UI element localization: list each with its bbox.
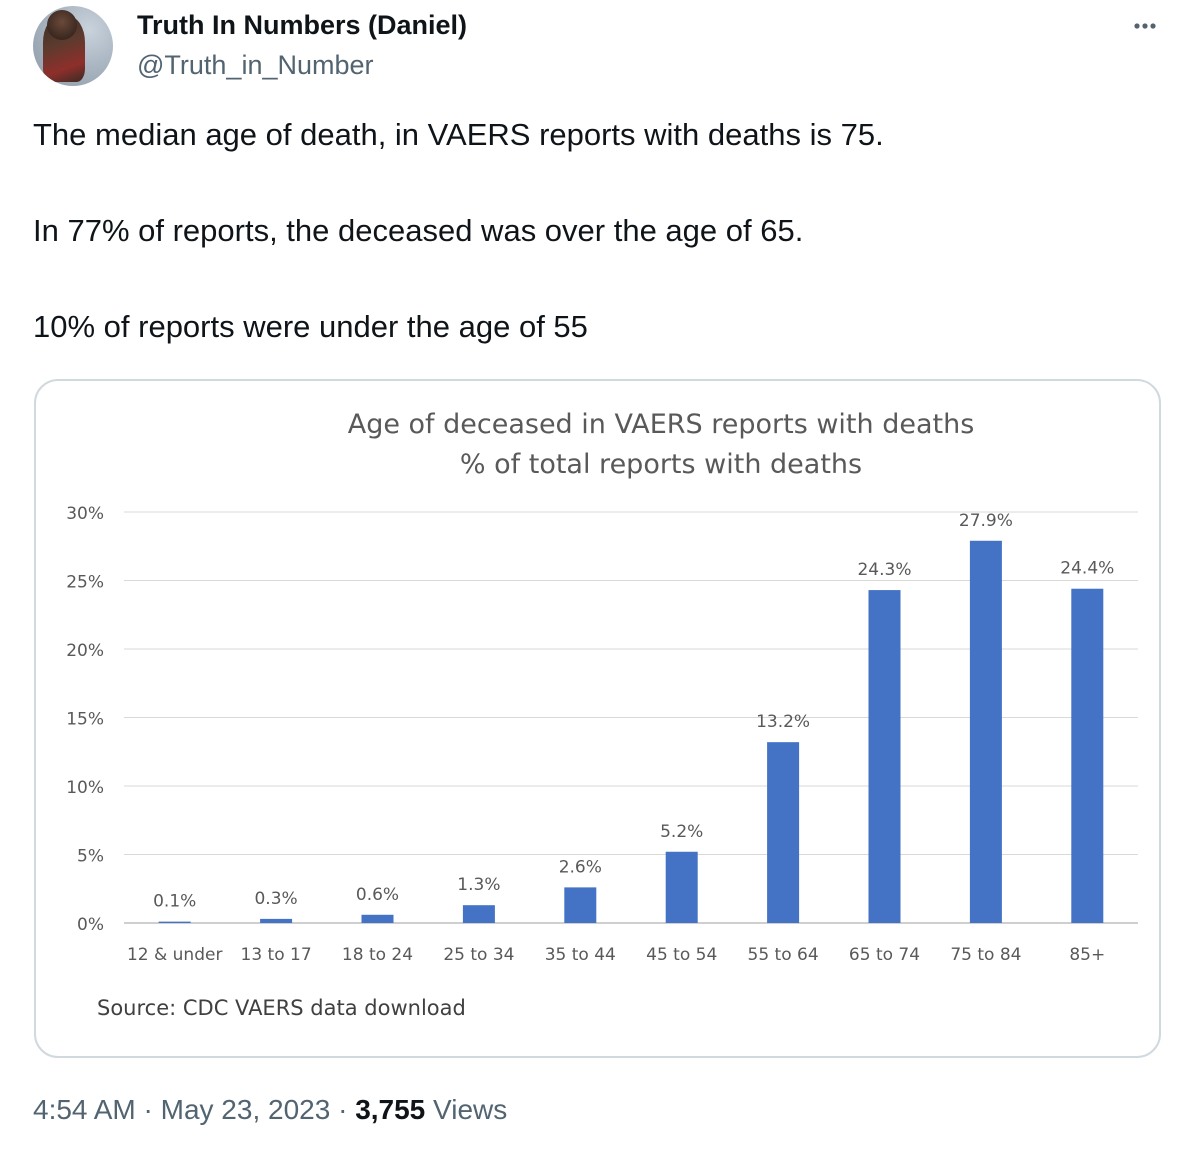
chart-subtitle: % of total reports with deaths (460, 449, 862, 480)
y-tick-label: 25% (66, 573, 104, 593)
chart-image-card[interactable]: Age of deceased in VAERS reports with de… (34, 379, 1161, 1058)
data-label: 0.3% (254, 889, 297, 909)
bar (361, 914, 394, 923)
author-handle[interactable]: @Truth_in_Number (137, 50, 374, 80)
chart-source: Source: CDC VAERS data download (97, 996, 466, 1020)
bar (767, 742, 800, 923)
y-tick-label: 5% (77, 847, 104, 867)
x-tick-label: 55 to 64 (748, 945, 819, 965)
data-label: 2.6% (559, 857, 602, 877)
author-display-name[interactable]: Truth In Numbers (Daniel) (137, 10, 468, 40)
x-tick-label: 85+ (1069, 945, 1105, 965)
data-label: 0.6% (356, 885, 399, 905)
bar (868, 590, 901, 923)
tweet-text-line-3: 10% of reports were under the age of 55 (33, 309, 588, 344)
x-tick-label: 25 to 34 (443, 945, 514, 965)
y-tick-label: 10% (66, 778, 104, 798)
y-tick-label: 15% (66, 710, 104, 730)
data-label: 0.1% (153, 892, 196, 912)
meta-separator: · (143, 1094, 153, 1125)
tweet-time[interactable]: 4:54 AM (33, 1094, 136, 1125)
data-label: 5.2% (660, 822, 703, 842)
more-horizontal-icon[interactable] (1124, 14, 1166, 38)
bar-chart: Age of deceased in VAERS reports with de… (66, 409, 1138, 1020)
x-tick-label: 35 to 44 (545, 945, 616, 965)
tweet-text-line-1: The median age of death, in VAERS report… (33, 117, 884, 152)
avatar-head (47, 10, 77, 40)
tweet-meta: 4:54 AM · May 23, 2023 · 3,755 Views (33, 1094, 507, 1126)
bar (462, 905, 495, 923)
x-tick-label: 12 & under (127, 945, 222, 965)
meta-separator-2: · (338, 1094, 348, 1125)
x-tick-label: 13 to 17 (241, 945, 312, 965)
data-label: 24.4% (1060, 559, 1114, 579)
x-tick-label: 65 to 74 (849, 945, 920, 965)
bar (969, 540, 1002, 923)
y-tick-label: 30% (66, 504, 104, 524)
tweet-date[interactable]: May 23, 2023 (160, 1094, 331, 1125)
bar (665, 851, 698, 923)
views-link[interactable]: 3,755 Views (355, 1094, 507, 1125)
bar (260, 918, 293, 923)
y-tick-label: 0% (77, 915, 104, 935)
data-label: 24.3% (857, 560, 911, 580)
data-label: 13.2% (756, 712, 810, 732)
chart-title: Age of deceased in VAERS reports with de… (348, 409, 975, 440)
author-avatar[interactable] (33, 6, 113, 86)
views-count: 3,755 (355, 1094, 426, 1125)
x-tick-label: 45 to 54 (646, 945, 717, 965)
y-tick-label: 20% (66, 641, 104, 661)
data-label: 1.3% (457, 875, 500, 895)
bar (1071, 588, 1104, 923)
x-tick-label: 75 to 84 (950, 945, 1021, 965)
tweet-text-line-2: In 77% of reports, the deceased was over… (33, 213, 804, 248)
bar (158, 921, 191, 923)
x-tick-label: 18 to 24 (342, 945, 413, 965)
views-label: Views (433, 1094, 508, 1125)
bar (564, 887, 597, 923)
data-label: 27.9% (959, 511, 1013, 531)
